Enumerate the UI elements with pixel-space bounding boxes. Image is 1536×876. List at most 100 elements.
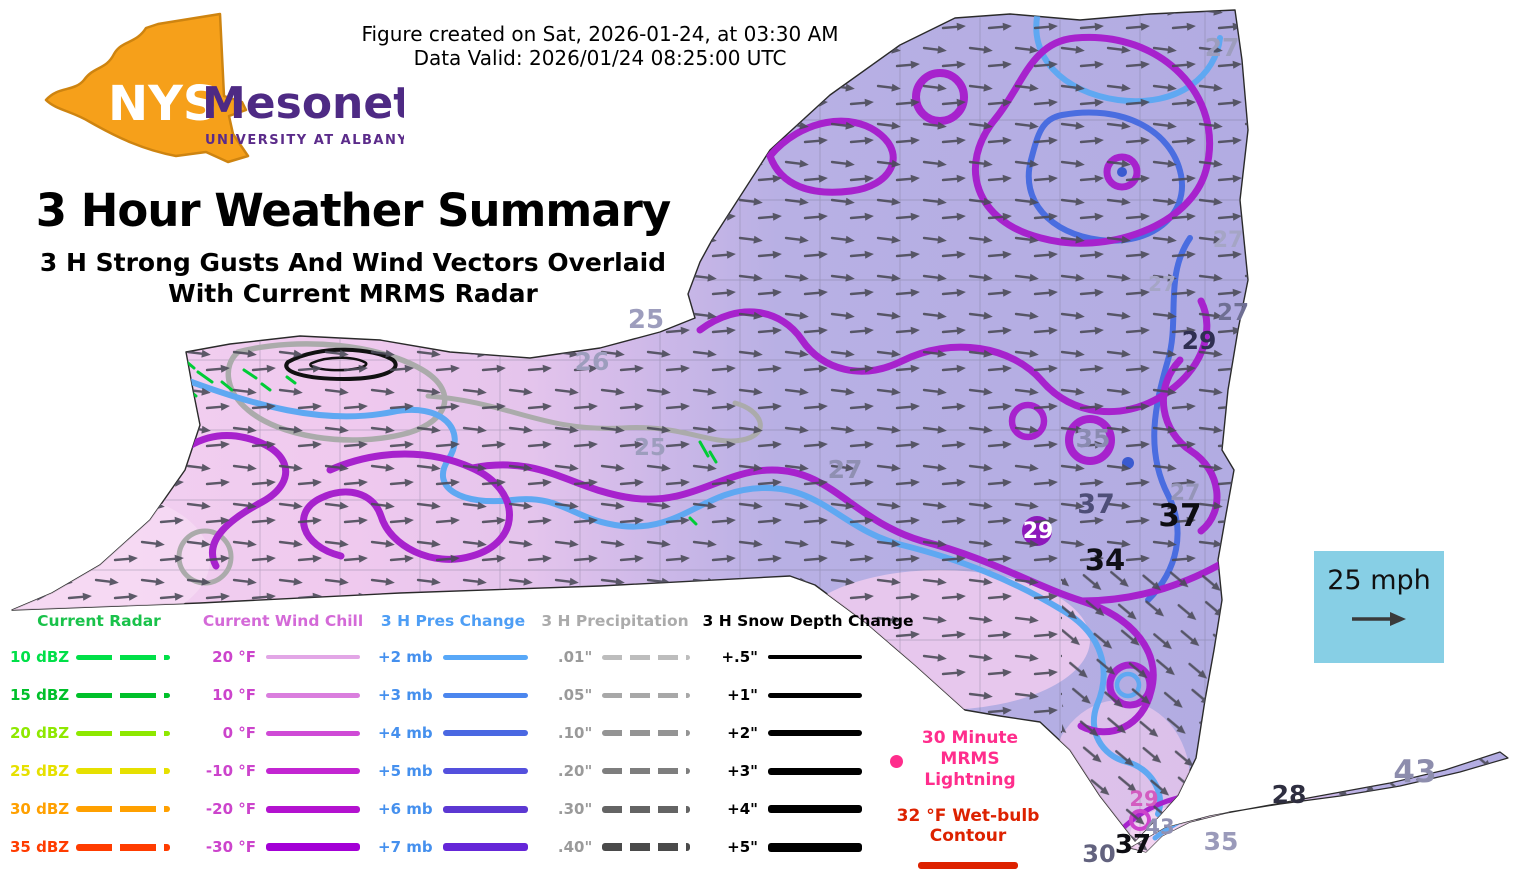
legend-line-sample bbox=[76, 843, 170, 851]
legend-row-label: .05" bbox=[557, 686, 593, 704]
logo-university: UNIVERSITY AT ALBANY bbox=[205, 133, 404, 148]
legend-row: -10 °F bbox=[200, 752, 366, 790]
gust-value-label: 27 bbox=[828, 455, 863, 484]
wind-reference-box: 25 mph bbox=[1314, 551, 1444, 663]
logo-name: Mesonet bbox=[202, 78, 404, 129]
legend-row: +.5" bbox=[702, 638, 914, 676]
legend-line-sample bbox=[768, 655, 862, 659]
lightning-label-line-2: MRMS bbox=[940, 749, 1000, 769]
legend-column-title: 3 H Snow Depth Change bbox=[702, 612, 914, 630]
legend-row: .05" bbox=[540, 676, 690, 714]
legend-row-label: +5" bbox=[727, 838, 758, 856]
legend-line-sample bbox=[602, 730, 690, 736]
legend-row: .10" bbox=[540, 714, 690, 752]
legend-line-sample bbox=[76, 768, 170, 774]
legend-row: +2 mb bbox=[378, 638, 528, 676]
legend-row: 30 dBZ bbox=[10, 790, 188, 828]
legend-column-rows: 10 dBZ 15 dBZ 20 dBZ 25 dBZ 30 dBZ 35 dB… bbox=[10, 638, 188, 866]
legend-row: 10 °F bbox=[200, 676, 366, 714]
gust-value-label: 27 bbox=[1205, 33, 1240, 62]
legend-row: -30 °F bbox=[200, 828, 366, 866]
legend-column-title: 3 H Pres Change bbox=[380, 612, 526, 630]
figure-created-line: Figure created on Sat, 2026-01-24, at 03… bbox=[361, 22, 839, 46]
legend-row-label: .20" bbox=[557, 762, 593, 780]
legend-row: +5 mb bbox=[378, 752, 528, 790]
legend-row: 20 °F bbox=[200, 638, 366, 676]
legend-row-label: +3" bbox=[727, 762, 758, 780]
gust-value-label: 27 bbox=[1217, 300, 1249, 326]
legend-row: 10 dBZ bbox=[10, 638, 188, 676]
logo-acronym: NYS bbox=[108, 76, 218, 132]
legend-row: +4" bbox=[702, 790, 914, 828]
gust-value-label: 27 bbox=[1213, 228, 1244, 253]
legend-line-sample bbox=[76, 654, 170, 660]
gust-value-label: 30 bbox=[1082, 840, 1115, 868]
lightning-label-line-1: 30 Minute bbox=[921, 728, 1019, 748]
legend-row: +4 mb bbox=[378, 714, 528, 752]
gust-value-label: 29 bbox=[1129, 787, 1158, 811]
legend-line-sample bbox=[266, 805, 360, 813]
legend-row-label: 20 °F bbox=[212, 648, 256, 666]
legend-row-label: 10 dBZ bbox=[10, 648, 70, 666]
ny-state-logo-shape bbox=[44, 12, 250, 164]
legend-column: 3 H Pres Change +2 mb +3 mb +4 mb +5 mb … bbox=[378, 612, 528, 866]
legend-column-title: 3 H Precipitation bbox=[541, 612, 689, 630]
legend-row: +3 mb bbox=[378, 676, 528, 714]
legend-row-label: .40" bbox=[557, 838, 593, 856]
subtitle-line-1: 3 H Strong Gusts And Wind Vectors Overla… bbox=[39, 248, 667, 277]
gust-value-label: 25 bbox=[628, 305, 664, 335]
legend-line-sample bbox=[76, 730, 170, 736]
legend-row: .01" bbox=[540, 638, 690, 676]
legend-row-label: 25 dBZ bbox=[10, 762, 70, 780]
gust-value-label: 37 bbox=[1158, 498, 1201, 534]
legend-column-title: Current Radar bbox=[37, 612, 161, 630]
legend-column: 3 H Snow Depth Change +.5" +1" +2" +3" +… bbox=[702, 612, 914, 866]
legend-row-label: -20 °F bbox=[205, 800, 256, 818]
legend-row: +7 mb bbox=[378, 828, 528, 866]
legend-row: 35 dBZ bbox=[10, 828, 188, 866]
legend-line-sample bbox=[76, 692, 170, 698]
legend-column: Current Radar 10 dBZ 15 dBZ 20 dBZ 25 dB… bbox=[10, 612, 188, 866]
page-subtitle: 3 H Strong Gusts And Wind Vectors Overla… bbox=[28, 247, 678, 309]
gust-value-label: 37 bbox=[1077, 489, 1115, 520]
legend-row-label: -30 °F bbox=[205, 838, 256, 856]
legend-row: +1" bbox=[702, 676, 914, 714]
legend-line-sample bbox=[768, 692, 862, 698]
gust-value-label: 27 bbox=[1170, 481, 1201, 506]
legend-row-label: +3 mb bbox=[378, 686, 433, 704]
gust-value-label: 43 bbox=[1393, 754, 1436, 790]
legend-row-label: +7 mb bbox=[378, 838, 433, 856]
legend-row-label: +1" bbox=[727, 686, 758, 704]
gust-value-label: 25 bbox=[634, 435, 666, 461]
lightning-legend: 30 Minute MRMS Lightning bbox=[880, 728, 1060, 791]
legend-row-label: +4 mb bbox=[378, 724, 433, 742]
legend-column-rows: +.5" +1" +2" +3" +4" +5" bbox=[702, 638, 914, 866]
legend-row: 15 dBZ bbox=[10, 676, 188, 714]
legend-line-sample bbox=[602, 843, 690, 851]
legend-row-label: 20 dBZ bbox=[10, 724, 70, 742]
legend-row: .30" bbox=[540, 790, 690, 828]
legend-line-sample bbox=[442, 654, 528, 660]
wetbulb-legend: 32 °F Wet-bulb Contour bbox=[858, 806, 1078, 869]
legend-column-rows: 20 °F 10 °F 0 °F -10 °F -20 °F -30 °F bbox=[200, 638, 366, 866]
page-title: 3 Hour Weather Summary bbox=[35, 184, 671, 237]
legend-row-label: +6 mb bbox=[378, 800, 433, 818]
wind-reference-arrow-icon bbox=[1352, 612, 1406, 626]
legend-row-label: .10" bbox=[557, 724, 593, 742]
legend-row: .20" bbox=[540, 752, 690, 790]
legend: Current Radar 10 dBZ 15 dBZ 20 dBZ 25 dB… bbox=[10, 612, 914, 866]
legend-row: 25 dBZ bbox=[10, 752, 188, 790]
lightning-dot-icon bbox=[890, 755, 903, 768]
data-valid-line: Data Valid: 2026/01/24 08:25:00 UTC bbox=[413, 46, 787, 70]
wind-reference-label: 25 mph bbox=[1327, 565, 1431, 596]
legend-line-sample bbox=[768, 730, 862, 736]
legend-line-sample bbox=[266, 692, 360, 698]
legend-row-label: .30" bbox=[557, 800, 593, 818]
title-block: 3 Hour Weather Summary 3 H Strong Gusts … bbox=[28, 184, 678, 309]
legend-line-sample bbox=[602, 692, 690, 698]
gust-value-label: 29 bbox=[1182, 326, 1217, 355]
gust-value-label: 28 bbox=[1272, 780, 1307, 809]
legend-line-sample bbox=[768, 767, 862, 775]
legend-line-sample bbox=[602, 768, 690, 774]
